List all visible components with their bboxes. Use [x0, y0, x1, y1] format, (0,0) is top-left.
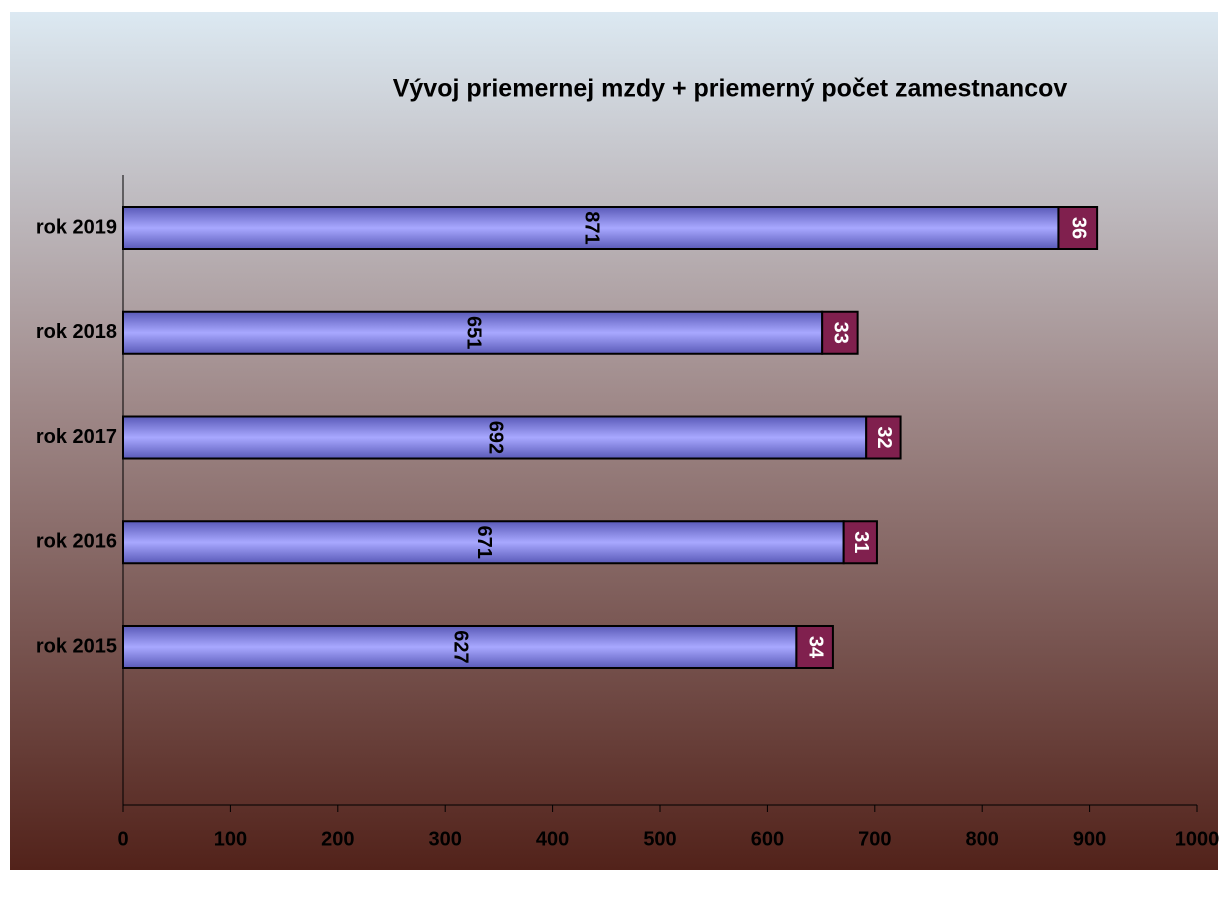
bar-segment [795, 625, 834, 669]
x-tick-label: 100 [214, 828, 247, 850]
y-tick-label: rok 2016 [36, 531, 117, 553]
y-tick-label: rok 2018 [36, 321, 117, 343]
data-label: 627 [449, 630, 471, 663]
y-tick-label: rok 2015 [36, 635, 117, 657]
data-label: 671 [473, 526, 495, 559]
bar-segment [122, 625, 798, 669]
y-tick-label: rok 2017 [36, 426, 117, 448]
x-tick-label: 300 [429, 828, 462, 850]
data-label: 36 [1068, 217, 1090, 239]
x-tick-label: 700 [858, 828, 891, 850]
x-tick-label: 800 [966, 828, 999, 850]
y-tick-label: rok 2019 [36, 216, 117, 238]
x-tick-label: 600 [751, 828, 784, 850]
x-tick-label: 500 [643, 828, 676, 850]
bar-segment [865, 415, 902, 460]
bar-segment [1057, 206, 1099, 250]
x-tick-label: 200 [321, 828, 354, 850]
data-label: 31 [850, 531, 872, 553]
bar-segment [821, 310, 859, 355]
x-tick-label: 1000 [1175, 828, 1220, 850]
bar-segment [122, 415, 868, 460]
data-label: 651 [462, 316, 484, 349]
data-label: 871 [580, 211, 602, 244]
x-tick-label: 0 [117, 828, 128, 850]
bar-segment [122, 310, 824, 355]
bar-segment [842, 520, 878, 565]
x-tick-label: 400 [536, 828, 569, 850]
x-tick-label: 900 [1073, 828, 1106, 850]
data-label: 34 [804, 636, 826, 659]
bar-segment [122, 520, 845, 565]
data-label: 33 [830, 322, 852, 344]
bar-segment [122, 206, 1060, 250]
data-label: 32 [873, 426, 895, 448]
chart-title: Vývoj priemernej mzdy + priemerný počet … [393, 75, 1068, 103]
data-label: 692 [484, 421, 506, 454]
